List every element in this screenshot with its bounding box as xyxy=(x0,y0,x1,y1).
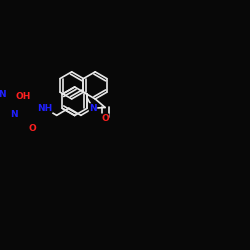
Text: O: O xyxy=(101,114,109,123)
Text: NH: NH xyxy=(37,104,52,113)
Text: N: N xyxy=(10,110,17,120)
Text: N: N xyxy=(89,104,97,113)
Text: N: N xyxy=(0,90,6,99)
Text: O: O xyxy=(28,124,36,133)
Text: OH: OH xyxy=(15,92,31,101)
